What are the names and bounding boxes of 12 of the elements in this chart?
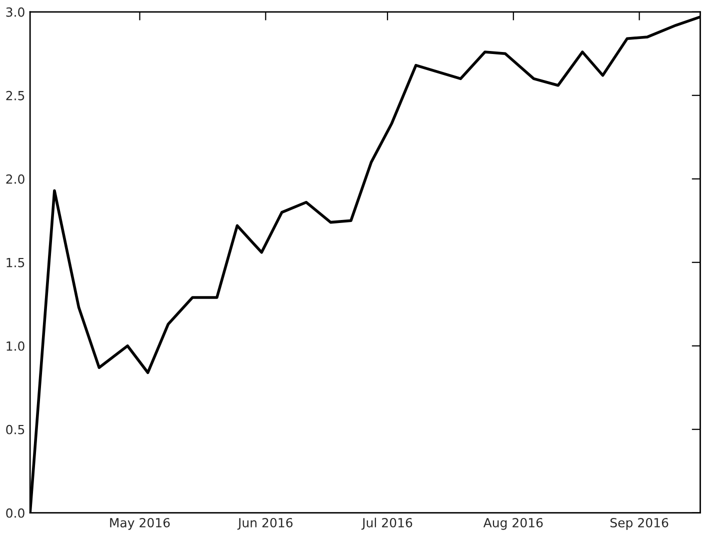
- y-tick-label: 0.0: [6, 508, 24, 518]
- y-tick-label: 3.0: [6, 7, 24, 17]
- x-tick-label: Jul 2016: [361, 518, 412, 530]
- x-tick-label: Jun 2016: [237, 518, 293, 530]
- y-tick-label: 0.5: [6, 424, 24, 434]
- y-tick-label: 1.5: [6, 258, 24, 268]
- x-tick-label: Sep 2016: [610, 518, 668, 530]
- y-tick-label: 2.0: [6, 174, 24, 184]
- y-tick-label: 2.5: [6, 90, 24, 100]
- x-tick-label: May 2016: [110, 518, 170, 530]
- x-tick-label: Aug 2016: [483, 518, 543, 530]
- y-tick-label: 1.0: [6, 341, 24, 351]
